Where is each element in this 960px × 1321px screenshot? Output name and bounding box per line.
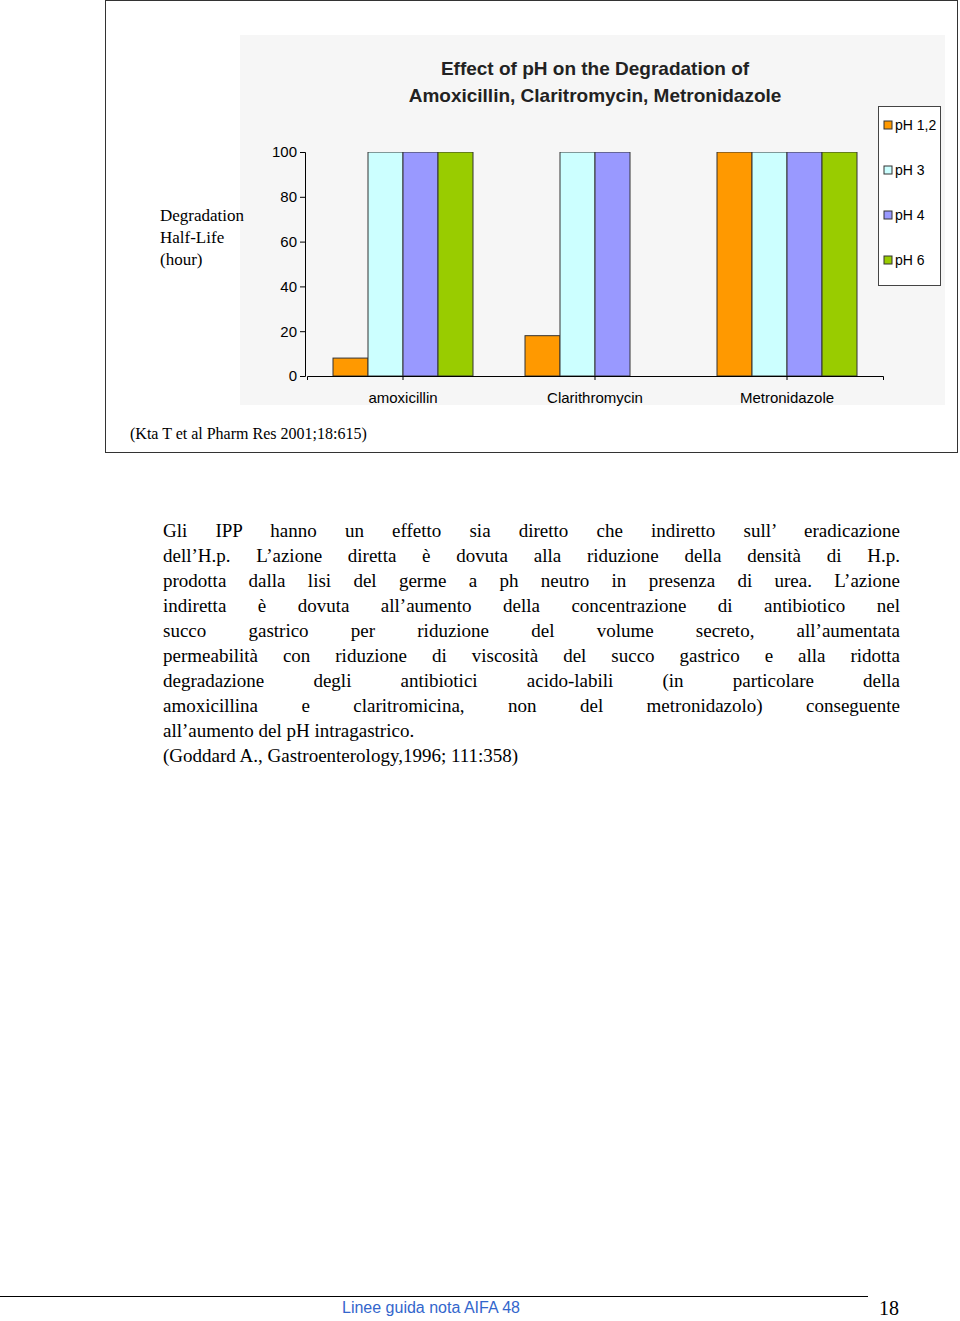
paragraph-line: Gli IPP hanno un effetto sia diretto che… <box>163 518 900 543</box>
y-tick-label: 40 <box>280 278 297 295</box>
y-tick-mark <box>300 376 305 377</box>
paragraph-line: permeabilità con riduzione di viscosità … <box>163 643 900 668</box>
y-tick-label: 80 <box>280 188 297 205</box>
y-tick-label: 20 <box>280 323 297 340</box>
y-tick: 40 <box>280 278 305 295</box>
legend-label: pH 6 <box>895 252 925 268</box>
bar <box>525 336 560 376</box>
x-tick: Clarithromycin <box>547 376 643 406</box>
y-tick: 20 <box>280 323 305 340</box>
x-tick-mark <box>595 376 596 380</box>
legend-swatch <box>884 256 892 264</box>
bar <box>560 152 595 376</box>
paragraph-line: prodotta dalla lisi del germe a ph neutr… <box>163 568 900 593</box>
y-tick-mark <box>300 331 305 332</box>
y-axis-title: (hour) <box>160 250 202 269</box>
chart-source: (Kta T et al Pharm Res 2001;18:615) <box>130 425 367 443</box>
bar <box>333 358 368 376</box>
y-tick-mark <box>300 152 305 153</box>
legend-label: pH 3 <box>895 162 925 178</box>
x-axis-line <box>308 377 884 381</box>
footer-rule <box>0 1296 868 1297</box>
paragraph-line: succo gastrico per riduzione del volume … <box>163 618 900 643</box>
y-axis-line <box>300 153 306 377</box>
bars <box>333 152 857 376</box>
y-tick: 80 <box>280 188 305 205</box>
y-tick: 0 <box>289 367 305 384</box>
y-tick-mark <box>300 242 305 243</box>
bar <box>717 152 752 376</box>
paragraph: Gli IPP hanno un effetto sia diretto che… <box>163 518 900 768</box>
y-tick-mark <box>300 286 305 287</box>
y-tick: 60 <box>280 233 305 250</box>
chart-title: Amoxicillin, Claritromycin, Metronidazol… <box>409 85 782 106</box>
y-tick-label: 100 <box>272 143 297 160</box>
plot-background <box>240 35 945 405</box>
legend-swatch <box>884 121 892 129</box>
legend-label: pH 4 <box>895 207 925 223</box>
y-tick-mark <box>300 197 305 198</box>
chart-frame <box>106 1 958 453</box>
x-tick: amoxicillin <box>368 376 437 406</box>
paragraph-line: indiretta è dovuta all’aumento della con… <box>163 593 900 618</box>
paragraph-line: degradazione degli antibiotici acido-lab… <box>163 668 900 693</box>
bar <box>595 152 630 376</box>
y-tick-label: 0 <box>289 367 297 384</box>
bar <box>438 152 473 376</box>
legend-label: pH 1,2 <box>895 117 936 133</box>
bar <box>368 152 403 376</box>
x-tick-mark <box>403 376 404 380</box>
paragraph-line: (Goddard A., Gastroenterology,1996; 111:… <box>163 743 900 768</box>
legend: pH 1,2 pH 3 pH 4 pH 6 <box>879 107 941 286</box>
y-tick: 100 <box>272 143 305 160</box>
x-tick: Metronidazole <box>740 376 834 406</box>
bar <box>822 152 857 376</box>
bar <box>752 152 787 376</box>
y-tick-label: 60 <box>280 233 297 250</box>
bar <box>403 152 438 376</box>
legend-box <box>879 107 941 286</box>
x-axis: amoxicillin Clarithromycin Metronidazole <box>308 376 884 406</box>
legend-swatch <box>884 211 892 219</box>
chart-title: Effect of pH on the Degradation of <box>441 58 750 79</box>
paragraph-line: amoxicillina e claritromicina, non del m… <box>163 693 900 718</box>
y-axis-title: Degradation <box>160 206 245 225</box>
paragraph-line: all’aumento del pH intragastrico. <box>163 718 900 743</box>
page-number: 18 <box>879 1297 899 1319</box>
x-tick-label: Clarithromycin <box>547 389 643 406</box>
footer-text: Linee guida nota AIFA 48 <box>342 1299 520 1316</box>
y-axis-title: Half-Life <box>160 228 224 247</box>
x-tick-label: amoxicillin <box>368 389 437 406</box>
legend-swatch <box>884 166 892 174</box>
y-axis: 0 20 40 60 80 100 <box>272 143 306 384</box>
x-tick-mark <box>787 376 788 380</box>
paragraph-line: dell’H.p. L’azione diretta è dovuta alla… <box>163 543 900 568</box>
bar <box>787 152 822 376</box>
x-tick-label: Metronidazole <box>740 389 834 406</box>
